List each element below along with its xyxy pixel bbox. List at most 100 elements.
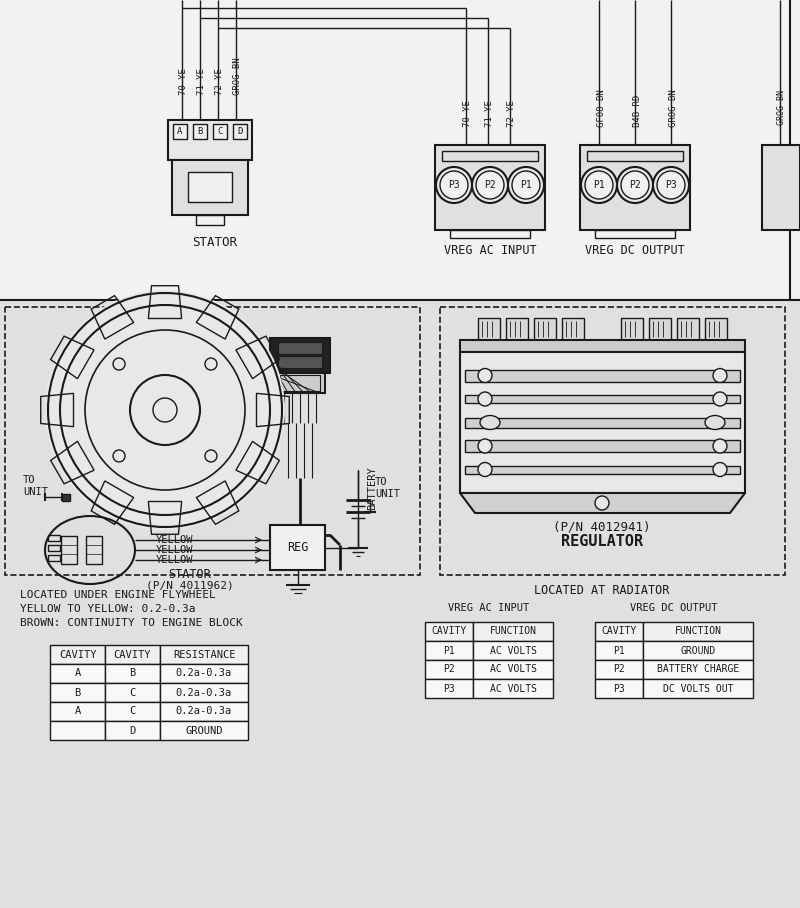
Text: REGULATOR: REGULATOR [561, 534, 643, 548]
Text: (P/N 4011962): (P/N 4011962) [146, 581, 234, 591]
Text: FUNCTION: FUNCTION [674, 627, 722, 637]
Circle shape [617, 167, 653, 203]
Circle shape [657, 171, 685, 199]
Circle shape [595, 496, 609, 510]
Bar [105, 664, 160, 683]
Text: 71 YE: 71 YE [198, 68, 206, 95]
Text: B: B [74, 687, 81, 697]
Bar [595, 622, 643, 641]
Text: AC VOLTS: AC VOLTS [490, 646, 537, 656]
Text: A: A [74, 706, 81, 716]
Circle shape [478, 462, 492, 477]
Bar [762, 145, 800, 230]
Bar [48, 535, 60, 541]
Bar [160, 702, 248, 721]
Text: P2: P2 [443, 665, 455, 675]
Text: GROUND: GROUND [680, 646, 716, 656]
Text: VREG AC INPUT: VREG AC INPUT [448, 603, 530, 613]
Text: AC VOLTS: AC VOLTS [490, 684, 537, 694]
Bar [643, 660, 753, 679]
Text: P3: P3 [443, 684, 455, 694]
Text: VREG AC INPUT: VREG AC INPUT [444, 243, 536, 256]
Text: BATTERY CHARGE: BATTERY CHARGE [657, 665, 739, 675]
Bar [425, 679, 473, 698]
Circle shape [713, 439, 727, 453]
Text: FUNCTION: FUNCTION [490, 627, 537, 637]
Bar [105, 702, 160, 721]
Text: AC VOLTS: AC VOLTS [490, 665, 537, 675]
Circle shape [713, 392, 727, 406]
Text: GROUND: GROUND [186, 725, 222, 735]
Text: P2: P2 [629, 180, 641, 190]
Text: CAVITY: CAVITY [431, 627, 466, 637]
Bar [173, 124, 187, 139]
Text: B: B [130, 668, 136, 678]
Bar [233, 124, 247, 139]
Bar [465, 466, 740, 473]
Text: DC VOLTS OUT: DC VOLTS OUT [662, 684, 734, 694]
Bar [473, 660, 553, 679]
Text: UNIT: UNIT [23, 487, 48, 497]
Text: GF08 BN: GF08 BN [597, 89, 606, 127]
Bar [595, 230, 675, 238]
Bar [275, 373, 325, 393]
Circle shape [581, 167, 617, 203]
Bar [50, 683, 105, 702]
Circle shape [478, 392, 492, 406]
Text: VREG DC OUTPUT: VREG DC OUTPUT [630, 603, 718, 613]
Text: D: D [238, 126, 242, 135]
Circle shape [508, 167, 544, 203]
Bar [677, 318, 699, 340]
Bar [280, 375, 320, 391]
Text: 72 YE: 72 YE [507, 100, 517, 127]
Text: REG: REG [287, 541, 308, 554]
Bar [50, 702, 105, 721]
Bar [450, 230, 530, 238]
Bar [168, 120, 252, 160]
Text: C: C [218, 126, 222, 135]
Bar [193, 124, 207, 139]
Text: (P/N 4012941): (P/N 4012941) [554, 520, 650, 534]
Bar [105, 683, 160, 702]
Text: BATTERY: BATTERY [367, 466, 377, 510]
Bar [595, 641, 643, 660]
Bar [440, 307, 785, 575]
Bar [442, 151, 538, 161]
Circle shape [621, 171, 649, 199]
Text: B: B [198, 126, 202, 135]
Text: P1: P1 [613, 646, 625, 656]
Text: C: C [130, 706, 136, 716]
Text: CAVITY: CAVITY [114, 649, 151, 659]
Polygon shape [460, 493, 745, 513]
Bar [278, 342, 322, 354]
Bar [562, 318, 584, 340]
Text: LOCATED AT RADIATOR: LOCATED AT RADIATOR [534, 584, 670, 597]
Text: TO: TO [23, 475, 35, 485]
Bar [643, 622, 753, 641]
Text: YELLOW: YELLOW [156, 545, 194, 555]
Circle shape [478, 369, 492, 382]
Text: A: A [178, 126, 182, 135]
Bar [160, 683, 248, 702]
Circle shape [130, 375, 200, 445]
Bar [595, 660, 643, 679]
Ellipse shape [705, 416, 725, 429]
Bar [0, 0, 800, 300]
Text: A: A [74, 668, 81, 678]
Text: 0.2a-0.3a: 0.2a-0.3a [176, 706, 232, 716]
Text: CAVITY: CAVITY [58, 649, 96, 659]
Text: P3: P3 [613, 684, 625, 694]
Bar [196, 215, 224, 225]
Text: 0.2a-0.3a: 0.2a-0.3a [176, 687, 232, 697]
Circle shape [45, 290, 285, 530]
Bar [435, 145, 545, 230]
Bar [213, 124, 227, 139]
Text: P1: P1 [443, 646, 455, 656]
Bar [50, 645, 105, 664]
Text: STATOR: STATOR [169, 568, 211, 581]
Bar [86, 536, 102, 564]
Bar [506, 318, 528, 340]
Bar [473, 679, 553, 698]
Bar [5, 307, 420, 575]
Text: P2: P2 [613, 665, 625, 675]
